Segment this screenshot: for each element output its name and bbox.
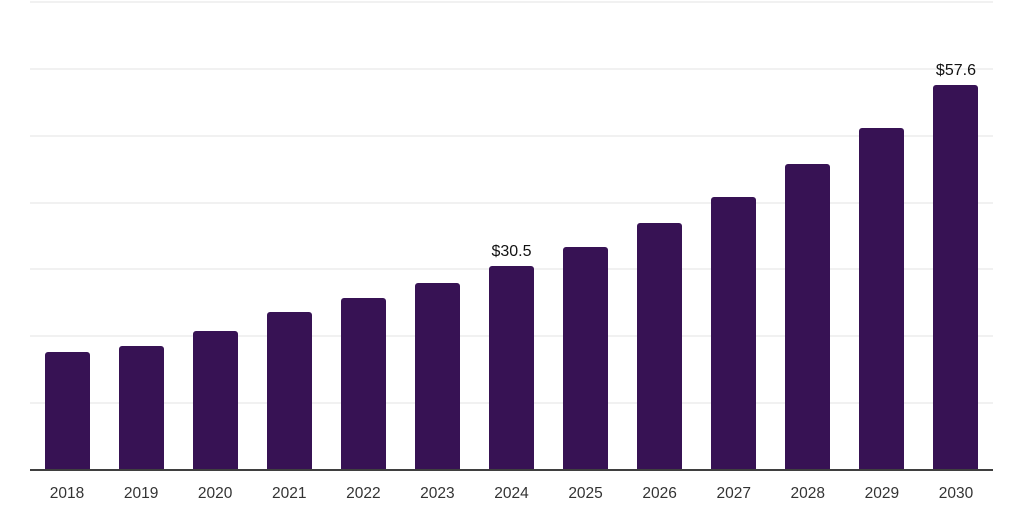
gridline-y-70: [30, 1, 993, 3]
bar-2028: [785, 164, 831, 470]
bar-2024: [489, 266, 534, 470]
x-tick-2027: 2027: [716, 485, 751, 502]
bar-2025: [563, 246, 609, 470]
x-tick-2022: 2022: [346, 485, 381, 502]
bar-2021: [266, 312, 312, 470]
bar-2022: [340, 297, 386, 470]
data-label-2024: $30.5: [491, 243, 532, 261]
bar-2026: [637, 223, 683, 470]
data-label-2030: $57.6: [935, 61, 976, 79]
bar-2023: [414, 283, 460, 470]
x-tick-2018: 2018: [49, 485, 85, 502]
x-tick-2029: 2029: [864, 485, 900, 502]
x-axis-line: [30, 469, 993, 471]
gridline-y-50: [30, 134, 993, 137]
gridline-y-40: [30, 201, 993, 204]
x-tick-2025: 2025: [568, 485, 603, 502]
x-tick-2023: 2023: [420, 485, 455, 502]
x-tick-2021: 2021: [272, 485, 307, 502]
bar-2020: [192, 330, 238, 470]
bar-2019: [118, 345, 164, 470]
bar-2018: [44, 352, 90, 470]
x-tick-2026: 2026: [642, 485, 677, 502]
bar-2029: [859, 127, 905, 470]
gridline-y-60: [30, 67, 993, 70]
bar-2030: [933, 84, 979, 470]
bar-2027: [711, 196, 757, 470]
x-tick-2030: 2030: [938, 485, 974, 502]
x-tick-2024: 2024: [494, 485, 529, 502]
x-tick-2028: 2028: [790, 485, 826, 502]
x-tick-2019: 2019: [123, 485, 159, 502]
x-tick-2020: 2020: [197, 485, 233, 502]
